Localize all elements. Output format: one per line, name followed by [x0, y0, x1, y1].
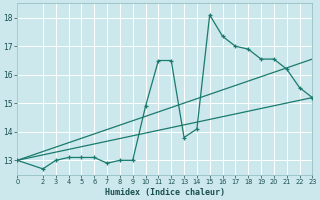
X-axis label: Humidex (Indice chaleur): Humidex (Indice chaleur)	[105, 188, 225, 197]
